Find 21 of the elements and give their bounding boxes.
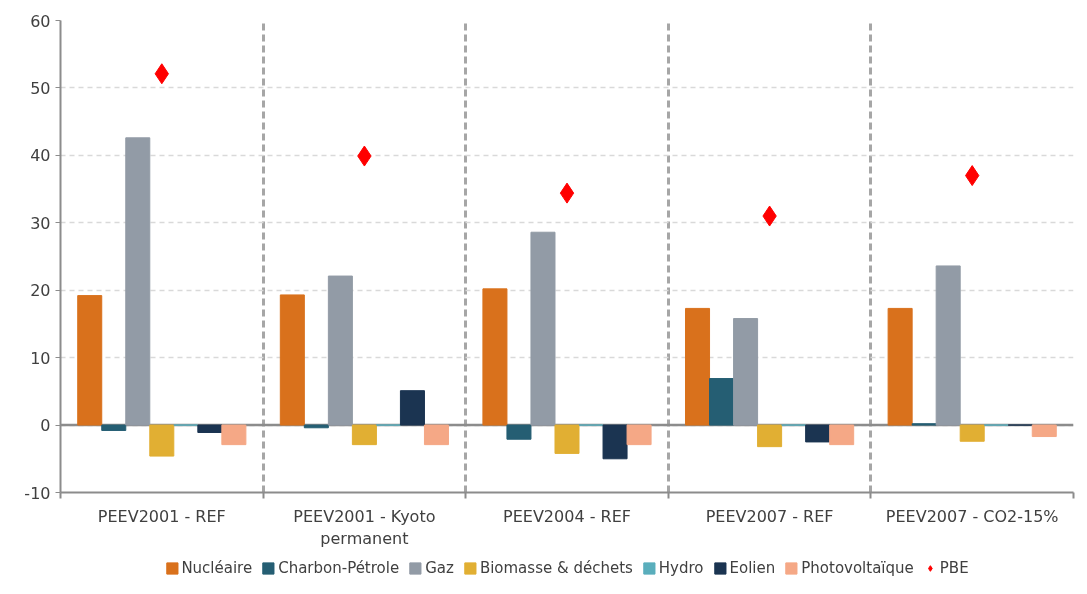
x-tick-label: PEEV2001 - REF	[97, 506, 226, 526]
x-tick-label: PEEV2001 - Kyoto permanent	[293, 506, 436, 549]
x-tick-label: PEEV2007 - REF	[705, 506, 834, 526]
y-tick-label: 20	[30, 281, 51, 301]
legend-label: Eolien	[729, 559, 776, 577]
legend-label: Hydro	[658, 559, 704, 577]
legend-label: PBE	[939, 559, 969, 577]
legend-label: Gaz	[425, 559, 454, 577]
legend-label: Nucléaire	[181, 559, 253, 577]
legend-label: Charbon-Pétrole	[278, 559, 400, 577]
y-tick-label: 50	[30, 78, 51, 98]
x-tick-label: PEEV2004 - REF	[503, 506, 631, 526]
y-tick-label: 30	[30, 213, 51, 233]
y-tick-label: 10	[30, 348, 51, 368]
y-tick-label: 40	[30, 146, 51, 166]
x-tick-label: PEEV2007 - CO2-15%	[885, 506, 1059, 526]
y-tick-label: 60	[30, 11, 51, 31]
legend-label: Biomasse & déchets	[479, 559, 633, 577]
y-tick-label: -10	[24, 483, 51, 503]
legend-label: Photovoltaïque	[801, 559, 914, 577]
y-tick-label: 0	[40, 416, 51, 436]
